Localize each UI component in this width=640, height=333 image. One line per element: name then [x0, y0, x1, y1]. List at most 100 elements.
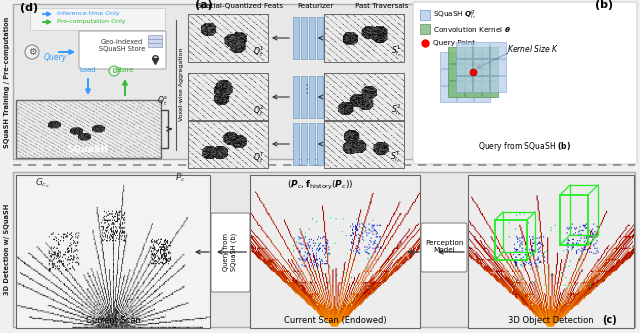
Bar: [457, 86, 473, 102]
Bar: [560, 195, 588, 245]
Bar: [448, 64, 464, 80]
Text: $(\boldsymbol{P}_c, \mathbf{f}_\mathrm{history}(\boldsymbol{P}_c))$: $(\boldsymbol{P}_c, \mathbf{f}_\mathrm{h…: [287, 179, 353, 192]
Text: Load: Load: [80, 67, 96, 73]
Bar: [420, 24, 430, 34]
Bar: [465, 47, 481, 63]
Text: ⚙: ⚙: [111, 68, 117, 74]
Bar: [474, 52, 490, 68]
Bar: [301, 17, 307, 59]
Text: Query: Query: [44, 53, 67, 62]
Bar: [490, 76, 506, 92]
Bar: [503, 212, 535, 252]
Text: Current Scan: Current Scan: [86, 316, 140, 325]
Bar: [474, 86, 490, 102]
Bar: [148, 35, 162, 39]
Bar: [309, 123, 315, 165]
Text: $Q^2_t$: $Q^2_t$: [253, 103, 265, 118]
FancyBboxPatch shape: [413, 2, 637, 164]
Bar: [440, 86, 456, 102]
Bar: [482, 64, 498, 80]
Text: $P_c$: $P_c$: [175, 172, 186, 184]
Text: $Q^T_t$: $Q^T_t$: [253, 150, 265, 165]
Bar: [188, 120, 268, 168]
Text: Current Scan (Endowed): Current Scan (Endowed): [284, 316, 387, 325]
Text: $Q^1_t$: $Q^1_t$: [253, 44, 265, 59]
Bar: [440, 52, 456, 68]
Text: Store: Store: [116, 67, 134, 73]
Bar: [456, 59, 472, 75]
Text: 3D Object Detection: 3D Object Detection: [508, 316, 594, 325]
Bar: [465, 81, 481, 97]
Circle shape: [25, 45, 39, 59]
Bar: [16, 100, 161, 158]
Bar: [30, 8, 165, 30]
Bar: [448, 81, 464, 97]
Text: SQuaSH Training / Pre-computation: SQuaSH Training / Pre-computation: [4, 16, 10, 148]
Bar: [317, 123, 323, 165]
Text: Spatial-Quantized Feats: Spatial-Quantized Feats: [197, 3, 283, 9]
Bar: [309, 17, 315, 59]
Text: 3D Detection w/ SQuaSH: 3D Detection w/ SQuaSH: [4, 203, 10, 295]
Bar: [250, 175, 420, 328]
Text: Query Point: Query Point: [433, 40, 475, 46]
Text: $G_{c_e}$: $G_{c_e}$: [35, 176, 50, 189]
Bar: [440, 69, 456, 85]
Bar: [420, 10, 430, 20]
FancyBboxPatch shape: [79, 31, 166, 69]
Bar: [293, 76, 299, 118]
Bar: [457, 52, 473, 68]
Bar: [13, 4, 635, 159]
Bar: [324, 73, 404, 121]
Text: $Q^s_t$: $Q^s_t$: [157, 95, 168, 109]
Bar: [465, 64, 481, 80]
Text: ⋮: ⋮: [358, 84, 371, 97]
Bar: [309, 76, 315, 118]
Text: (b): (b): [595, 0, 613, 10]
Text: Query from SQuaSH $\mathbf{(b)}$: Query from SQuaSH $\mathbf{(b)}$: [479, 140, 572, 153]
Text: (d): (d): [20, 3, 38, 13]
Bar: [301, 76, 307, 118]
Bar: [473, 76, 489, 92]
Bar: [456, 42, 472, 58]
Text: $S^T_{l_c}$: $S^T_{l_c}$: [390, 149, 401, 165]
Text: Voxel-wise Aggregation: Voxel-wise Aggregation: [179, 47, 184, 121]
Bar: [457, 69, 473, 85]
Text: Inference-time Only: Inference-time Only: [57, 12, 120, 17]
Circle shape: [109, 66, 119, 76]
Text: Convolution Kernel $\boldsymbol{\theta}$: Convolution Kernel $\boldsymbol{\theta}$: [433, 25, 511, 34]
Bar: [324, 14, 404, 62]
Bar: [317, 17, 323, 59]
Text: Pre-computation Only: Pre-computation Only: [57, 20, 125, 25]
Bar: [188, 14, 268, 62]
Text: Geo-indexed: Geo-indexed: [101, 39, 143, 45]
Bar: [490, 59, 506, 75]
Bar: [482, 81, 498, 97]
FancyBboxPatch shape: [211, 213, 250, 292]
Text: SQuaSH: SQuaSH: [67, 145, 109, 154]
Text: $S^1_{l_c}$: $S^1_{l_c}$: [390, 43, 401, 59]
Bar: [13, 172, 635, 327]
Bar: [317, 76, 323, 118]
Bar: [570, 185, 598, 235]
Text: Perception
Model: Perception Model: [425, 240, 463, 253]
Bar: [188, 73, 268, 121]
Text: Kernel Size $K$: Kernel Size $K$: [507, 44, 559, 55]
FancyBboxPatch shape: [421, 223, 467, 272]
Text: SQuaSH Store: SQuaSH Store: [99, 46, 145, 52]
Bar: [473, 42, 489, 58]
Text: $S^2_{l_c}$: $S^2_{l_c}$: [390, 102, 401, 118]
Bar: [468, 175, 634, 328]
Text: (a): (a): [195, 0, 212, 10]
Text: ⚙: ⚙: [28, 47, 36, 57]
Bar: [448, 47, 464, 63]
Bar: [473, 59, 489, 75]
Text: Past Traversals: Past Traversals: [355, 3, 409, 9]
Bar: [148, 43, 162, 47]
Bar: [293, 123, 299, 165]
Bar: [474, 69, 490, 85]
Bar: [495, 220, 527, 260]
Bar: [490, 42, 506, 58]
Text: SQuaSH $\boldsymbol{Q}^g_{l_c}$: SQuaSH $\boldsymbol{Q}^g_{l_c}$: [433, 8, 476, 22]
Text: Query from
SQuaSH (b): Query from SQuaSH (b): [223, 233, 237, 271]
Text: (c): (c): [602, 315, 617, 325]
